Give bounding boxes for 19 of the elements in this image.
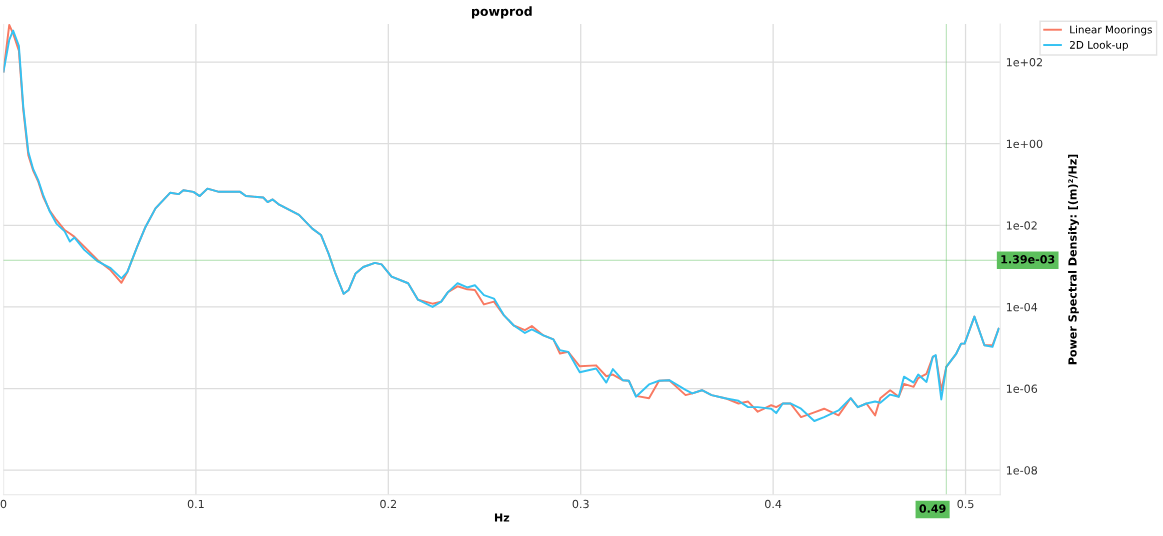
x-tick-label: 0.4 [765, 499, 782, 509]
y-tick-label: 1e-04 [1006, 302, 1038, 312]
x-tick-label: 0 [0, 499, 7, 509]
x-tick-label: 0.1 [187, 499, 204, 509]
ref-line-label: 0.49 [919, 504, 946, 513]
y-tick-label: 1e-08 [1006, 466, 1038, 475]
y-axis-title: Power Spectral Density: [(m)²/Hz] [1068, 154, 1079, 365]
x-axis-title: Hz [494, 513, 510, 522]
x-tick-label: 0.5 [957, 499, 974, 509]
y-tick-label: 1e+00 [1006, 139, 1043, 149]
legend-label: 2D Look-up [1069, 40, 1128, 51]
chart-title: powprod [472, 6, 532, 19]
x-tick-label: 0.3 [572, 499, 589, 509]
x-tick-label: 0.2 [380, 499, 397, 509]
y-tick-label: 1e-06 [1006, 384, 1038, 393]
ref-line-label: 1.39e-03 [1001, 255, 1055, 264]
y-tick-label: 1e-02 [1006, 221, 1037, 230]
legend-label: Linear Moorings [1070, 25, 1152, 36]
y-tick-label: 1e+02 [1006, 58, 1042, 67]
